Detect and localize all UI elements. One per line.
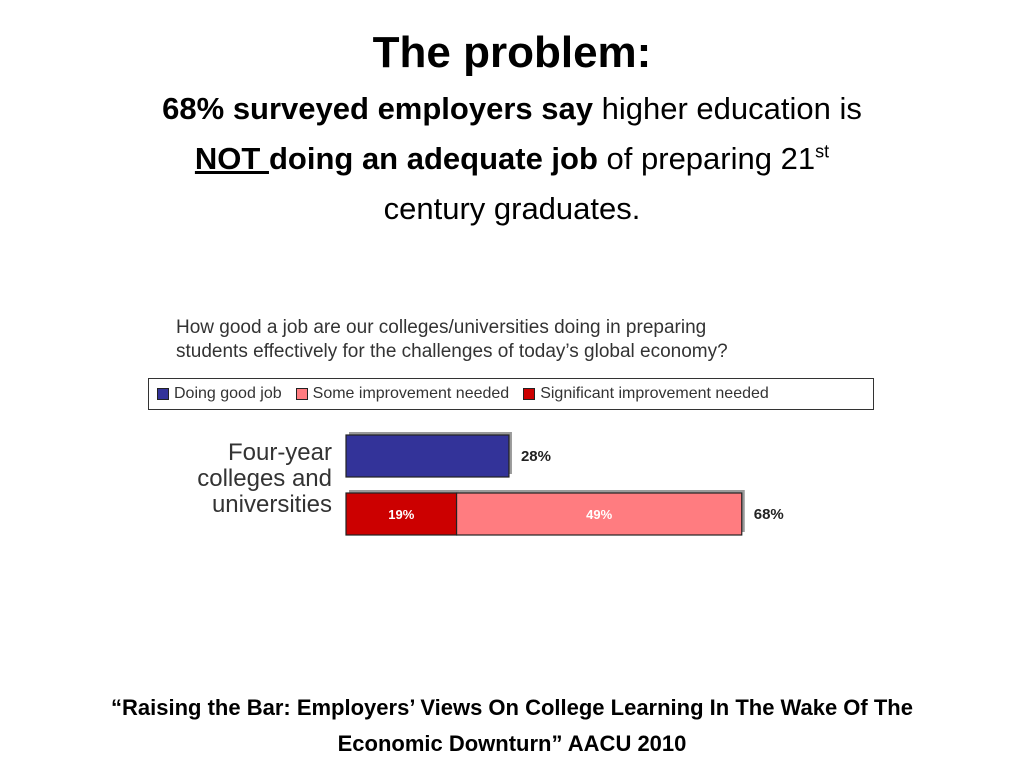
legend-swatch-good	[157, 388, 169, 400]
body-superscript: st	[815, 141, 830, 162]
legend-item-some: Some improvement needed	[295, 385, 510, 403]
chart-plot: 28% 19% 49% 68%	[345, 432, 784, 536]
slide-body: 68% surveyed employers say higher educat…	[40, 84, 984, 234]
body-bold-2: doing an adequate job	[268, 141, 598, 176]
category-label-line-3: universities	[211, 491, 332, 518]
bar-segment-1-1	[455, 492, 743, 536]
legend-label-some: Some improvement needed	[312, 385, 510, 402]
category-label-line-2: colleges and	[197, 465, 332, 492]
source-citation-line-2: Economic Downturn” AACU 2010	[337, 731, 687, 756]
legend-label-significant: Significant improvement needed	[540, 385, 769, 402]
source-citation: “Raising the Bar: Employers’ Views On Co…	[40, 690, 984, 762]
chart-title-line-1: How good a job are our colleges/universi…	[176, 317, 707, 338]
chart-title-line-2: students effectively for the challenges …	[176, 341, 728, 362]
slide-title: The problem:	[372, 28, 652, 77]
bar-total-label-0: 28%	[521, 448, 551, 465]
bar-segment-1-0	[345, 492, 458, 536]
bar-data-label-1-1: 49%	[586, 507, 612, 522]
chart-legend: Doing good job Some improvement needed S…	[148, 378, 874, 410]
legend-swatch-some	[295, 388, 308, 400]
legend-item-good: Doing good job	[157, 385, 282, 403]
body-plain-1: higher education is	[592, 91, 862, 126]
body-plain-2: of preparing 21	[597, 141, 816, 176]
body-underline: NOT	[194, 141, 269, 176]
legend-item-significant: Significant improvement needed	[523, 385, 769, 403]
body-plain-3: century graduates.	[383, 191, 641, 226]
category-label: Four-year colleges and universities	[176, 440, 332, 518]
source-citation-line-1: “Raising the Bar: Employers’ Views On Co…	[111, 695, 913, 720]
bar-segment-0-0	[345, 434, 510, 478]
body-bold-1: 68% surveyed employers say	[162, 91, 593, 126]
bar-data-label-1-0: 19%	[388, 507, 414, 522]
chart-title: How good a job are our colleges/universi…	[176, 316, 876, 364]
bar-total-label-1: 68%	[754, 506, 784, 523]
legend-label-good: Doing good job	[174, 385, 282, 402]
category-label-line-1: Four-year	[227, 439, 332, 466]
legend-swatch-significant	[523, 388, 536, 400]
